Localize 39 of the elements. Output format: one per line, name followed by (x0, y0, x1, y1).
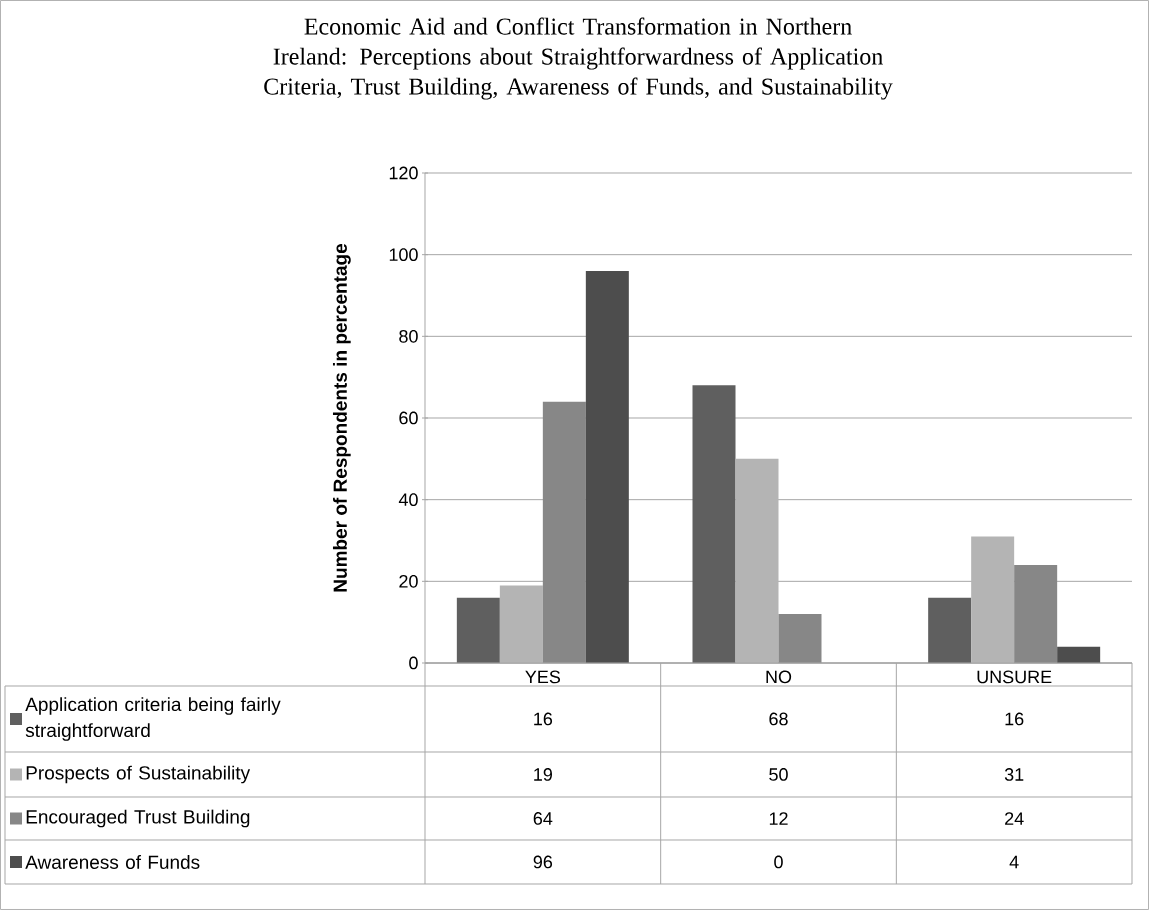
data-label: 0 (774, 855, 783, 869)
y-tick-label: 20 (399, 574, 418, 588)
y-tick-label: 60 (399, 411, 418, 425)
y-tick-label: 120 (389, 166, 418, 180)
bar (585, 271, 629, 663)
y-tick-label: 100 (389, 248, 418, 262)
data-label: 64 (533, 812, 553, 825)
bar (1014, 565, 1058, 663)
legend-label: Encouraged Trust Building (26, 809, 250, 828)
data-label: 50 (769, 768, 788, 781)
y-axis-title: Number of Respondents in percentage (332, 243, 351, 592)
legend-label: Awareness of Funds (25, 855, 200, 869)
x-tick-label: YES (525, 670, 561, 684)
bar (971, 536, 1015, 663)
data-label: 96 (533, 855, 553, 869)
data-label: 19 (534, 768, 552, 781)
data-label: 12 (769, 812, 788, 825)
y-tick-label: 40 (398, 493, 418, 507)
bar (456, 597, 500, 663)
bar (928, 597, 972, 663)
bar (499, 585, 543, 663)
x-tick-label: NO (766, 670, 792, 684)
bar (692, 385, 736, 663)
bar (542, 401, 586, 663)
data-label: 16 (534, 712, 553, 726)
y-tick-label: 0 (409, 656, 418, 670)
y-tick-label: 80 (399, 329, 418, 343)
legend-label: Prospects of Sustainability (26, 765, 251, 784)
data-label: 16 (1005, 712, 1024, 726)
legend-label: Application criteria being fairly straightforward (25, 697, 281, 741)
bar (1057, 646, 1101, 663)
x-tick-label: UNSURE (977, 670, 1052, 684)
data-label: 68 (769, 712, 788, 726)
data-label: 4 (1009, 855, 1019, 869)
chart-title: Economic Aid and Conflict Transformation in Northern Ireland: Perceptions about Straightforwardness of Application Criteria, Trust Building, Awareness of Funds, and Sustainability (264, 17, 893, 100)
bar (735, 458, 779, 663)
data-label: 24 (1005, 812, 1024, 825)
data-label: 31 (1004, 768, 1024, 781)
bar (778, 614, 822, 663)
